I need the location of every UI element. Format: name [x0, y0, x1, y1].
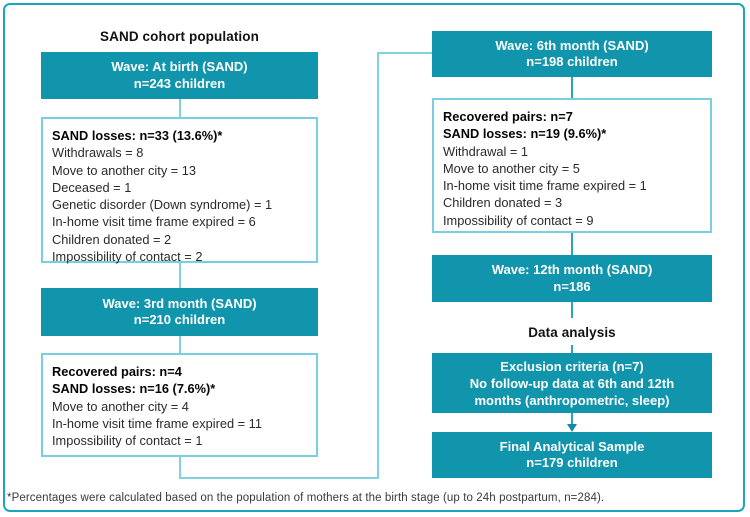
route-horizontal-segment — [179, 477, 379, 479]
wave-birth-line2: n=243 children — [133, 75, 226, 91]
connector-3rd-to-losses — [179, 336, 181, 353]
exclusion-line2: No follow-up data at 6th and 12th — [469, 375, 675, 391]
connector-losses-to-3rd — [179, 263, 181, 288]
footnote: *Percentages were calculated based on th… — [7, 492, 605, 504]
arrow-down-icon — [567, 424, 577, 432]
data-analysis-title: Data analysis — [528, 325, 616, 340]
exclusion-criteria-box: Exclusion criteria (n=7) No follow-up da… — [432, 353, 712, 413]
loss-line: Deceased = 1 — [52, 179, 132, 195]
route-down-segment — [179, 457, 181, 479]
wave-6th-line1: Wave: 6th month (SAND) — [495, 37, 649, 53]
final-sample-line2: n=179 children — [526, 455, 618, 470]
wave-birth-box: Wave: At birth (SAND) n=243 children — [41, 52, 318, 99]
final-sample-box: Final Analytical Sample n=179 children — [432, 432, 712, 478]
wave-3rd-month-box: Wave: 3rd month (SAND) n=210 children — [41, 288, 318, 336]
connector-birth-to-losses — [179, 99, 181, 117]
losses-birth-box: SAND losses: n=33 (13.6%)* Withdrawals =… — [41, 117, 318, 265]
recovered-6th-heading: Recovered pairs: n=7 — [443, 109, 573, 124]
wave-12th-month-box: Wave: 12th month (SAND) n=186 — [432, 255, 712, 302]
loss-line: Move to another city = 5 — [443, 160, 580, 176]
loss-line: Impossibility of contact = 9 — [443, 212, 594, 228]
exclusion-line1: Exclusion criteria (n=7) — [500, 358, 644, 374]
left-column-title: SAND cohort population — [100, 29, 259, 44]
loss-line: Move to another city = 4 — [52, 398, 189, 414]
connector-analysis-to-exclusion — [571, 345, 573, 353]
loss-line: Withdrawal = 1 — [443, 143, 528, 159]
connector-exclusion-to-final — [571, 413, 573, 425]
diagram-border — [3, 3, 745, 512]
losses-birth-heading: SAND losses: n=33 (13.6%)* — [52, 128, 223, 143]
loss-line: Genetic disorder (Down syndrome) = 1 — [52, 197, 273, 213]
loss-line: In-home visit time frame expired = 1 — [443, 178, 647, 194]
wave-12th-line2: n=186 — [553, 278, 591, 294]
recovered-3rd-heading: Recovered pairs: n=4 — [52, 364, 182, 379]
wave-12th-line1: Wave: 12th month (SAND) — [491, 262, 653, 277]
losses-6th-box: Recovered pairs: n=7 SAND losses: n=19 (… — [432, 98, 712, 233]
route-up-segment — [377, 52, 379, 479]
loss-line: Children donated = 2 — [52, 231, 172, 247]
losses-6th-heading: SAND losses: n=19 (9.6%)* — [443, 126, 607, 142]
losses-3rd-heading: SAND losses: n=16 (7.6%)* — [52, 381, 216, 397]
wave-birth-line1: Wave: At birth (SAND) — [111, 59, 248, 74]
exclusion-line3: months (anthropometric, sleep) — [474, 392, 670, 408]
wave-3rd-line1: Wave: 3rd month (SAND) — [102, 295, 257, 311]
final-sample-line1: Final Analytical Sample — [499, 438, 645, 454]
connector-losses-to-12th — [571, 233, 573, 255]
loss-line: Move to another city = 13 — [52, 162, 197, 178]
loss-line: Impossibility of contact = 1 — [52, 433, 203, 449]
losses-3rd-box: Recovered pairs: n=4 SAND losses: n=16 (… — [41, 353, 318, 457]
loss-line: Withdrawals = 8 — [52, 145, 144, 161]
loss-line: Children donated = 3 — [443, 195, 563, 211]
loss-line: In-home visit time frame expired = 6 — [52, 214, 256, 230]
wave-6th-line2: n=198 children — [526, 54, 618, 69]
connector-12th-to-analysis — [571, 302, 573, 318]
wave-3rd-line2: n=210 children — [133, 312, 226, 327]
route-into-6th-segment — [379, 52, 432, 54]
connector-6th-to-losses — [571, 77, 573, 98]
loss-line: In-home visit time frame expired = 11 — [52, 415, 262, 431]
loss-line: Impossibility of contact = 2 — [52, 249, 203, 265]
wave-6th-month-box: Wave: 6th month (SAND) n=198 children — [432, 31, 712, 77]
